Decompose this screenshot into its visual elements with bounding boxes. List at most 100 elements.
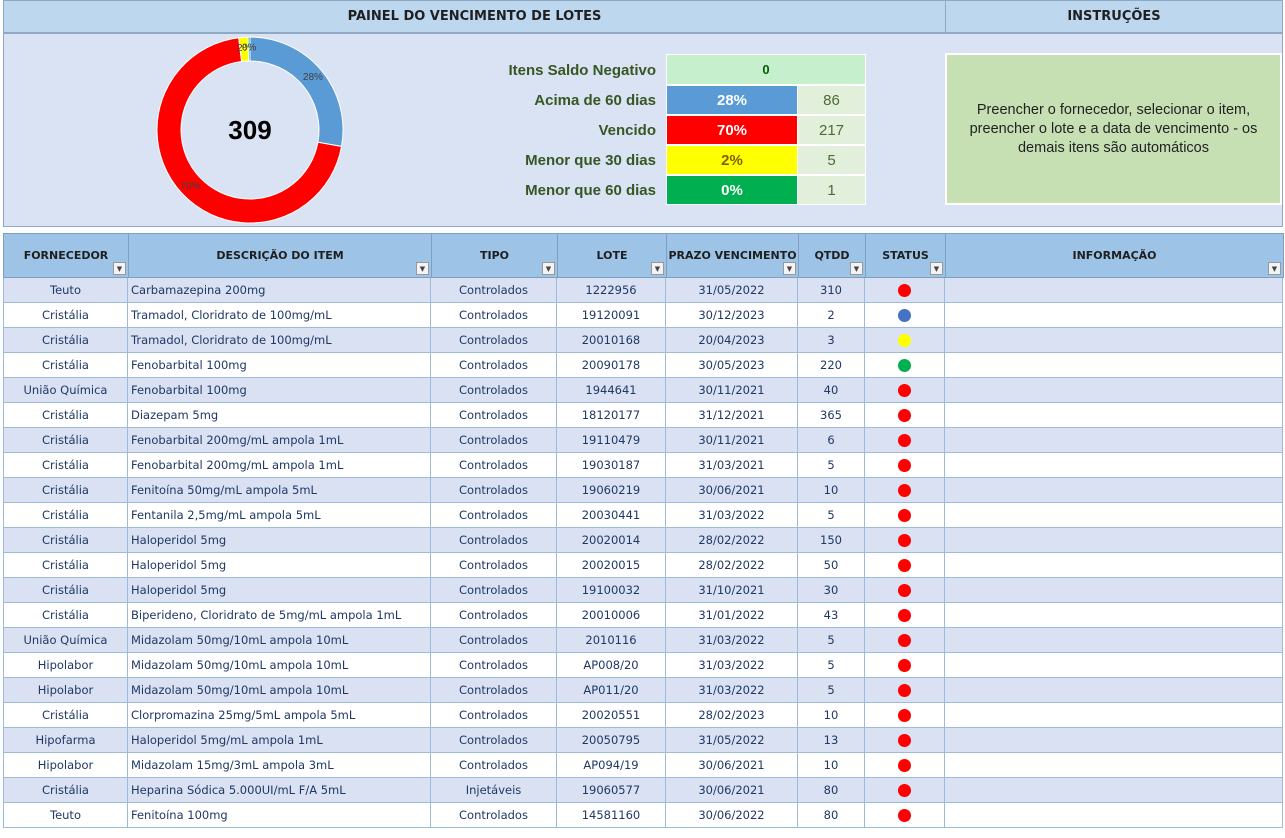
- table-cell: Cristália: [3, 453, 128, 478]
- summary-percent: 0%: [666, 175, 798, 205]
- table-cell: Cristália: [3, 353, 128, 378]
- table-cell: [945, 453, 1283, 478]
- table-cell: 20010168: [557, 328, 666, 353]
- slice-label: 2%: [237, 43, 252, 54]
- table-cell: AP011/20: [557, 678, 666, 703]
- donut-total: 309: [228, 115, 271, 145]
- table-cell: 5: [798, 453, 865, 478]
- table-cell: Tramadol, Cloridrato de 100mg/mL: [128, 303, 431, 328]
- summary-percent: 28%: [666, 85, 798, 115]
- table-cell: Cristália: [3, 403, 128, 428]
- summary-label: Itens Saldo Negativo: [508, 61, 656, 79]
- table-cell: Cristália: [3, 328, 128, 353]
- summary-label: Acima de 60 dias: [534, 91, 656, 109]
- table-cell: Controlados: [431, 303, 557, 328]
- status-dot: [898, 333, 911, 347]
- status-dot: [898, 308, 911, 322]
- filter-button[interactable]: ▼: [783, 262, 796, 275]
- table-cell: Midazolam 50mg/10mL ampola 10mL: [128, 678, 431, 703]
- table-cell: [865, 403, 945, 428]
- filter-button[interactable]: ▼: [113, 262, 126, 275]
- table-cell: União Química: [3, 378, 128, 403]
- summary-count: 217: [797, 115, 866, 145]
- donut-slice: [247, 36, 251, 62]
- table-cell: Cristália: [3, 303, 128, 328]
- table-cell: [945, 603, 1283, 628]
- table-cell: [945, 703, 1283, 728]
- table-cell: [865, 803, 945, 828]
- summary-percent: 70%: [666, 115, 798, 145]
- table-cell: [945, 578, 1283, 603]
- table-cell: [865, 278, 945, 303]
- column-header: TIPO ▼: [431, 233, 558, 278]
- table-cell: Midazolam 50mg/10mL ampola 10mL: [128, 653, 431, 678]
- status-dot: [898, 783, 911, 797]
- table-cell: [865, 678, 945, 703]
- table-cell: [945, 353, 1283, 378]
- table-cell: [865, 778, 945, 803]
- table-cell: 31/03/2022: [666, 678, 798, 703]
- status-dot: [898, 633, 911, 647]
- table-cell: [945, 778, 1283, 803]
- table-cell: 30/06/2021: [666, 478, 798, 503]
- table-cell: 30/06/2021: [666, 778, 798, 803]
- table-cell: [865, 478, 945, 503]
- table-cell: Fenobarbital 200mg/mL ampola 1mL: [128, 428, 431, 453]
- table-cell: Controlados: [431, 653, 557, 678]
- table-cell: 310: [798, 278, 865, 303]
- table-cell: Cristália: [3, 703, 128, 728]
- table-cell: 80: [798, 803, 865, 828]
- table-cell: [945, 528, 1283, 553]
- filter-button[interactable]: ▼: [850, 262, 863, 275]
- status-dot: [898, 358, 911, 372]
- table-cell: 80: [798, 778, 865, 803]
- table-cell: Controlados: [431, 528, 557, 553]
- summary-count: 5: [797, 145, 866, 175]
- filter-button[interactable]: ▼: [416, 262, 429, 275]
- table-cell: 18120177: [557, 403, 666, 428]
- table-cell: 31/03/2022: [666, 628, 798, 653]
- table-cell: 19120091: [557, 303, 666, 328]
- table-cell: [945, 278, 1283, 303]
- table-cell: Midazolam 50mg/10mL ampola 10mL: [128, 628, 431, 653]
- table-cell: 20020551: [557, 703, 666, 728]
- table-cell: [945, 428, 1283, 453]
- table-cell: [865, 528, 945, 553]
- table-cell: [865, 653, 945, 678]
- table-cell: [945, 478, 1283, 503]
- filter-button[interactable]: ▼: [930, 262, 943, 275]
- column-header: DESCRIÇÃO DO ITEM ▼: [128, 233, 432, 278]
- filter-button[interactable]: ▼: [1268, 262, 1281, 275]
- table-cell: 20050795: [557, 728, 666, 753]
- table-cell: 28/02/2022: [666, 553, 798, 578]
- table-cell: [865, 303, 945, 328]
- slice-label: 0%: [242, 43, 257, 54]
- table-cell: Diazepam 5mg: [128, 403, 431, 428]
- table-cell: 31/12/2021: [666, 403, 798, 428]
- table-cell: 1222956: [557, 278, 666, 303]
- status-dot: [898, 458, 911, 472]
- table-cell: Controlados: [431, 353, 557, 378]
- table-cell: 5: [798, 678, 865, 703]
- table-cell: Hipolabor: [3, 678, 128, 703]
- table-cell: 19110479: [557, 428, 666, 453]
- filter-button[interactable]: ▼: [542, 262, 555, 275]
- status-dot: [898, 683, 911, 697]
- table-cell: Controlados: [431, 503, 557, 528]
- filter-button[interactable]: ▼: [651, 262, 664, 275]
- table-cell: Fentanila 2,5mg/mL ampola 5mL: [128, 503, 431, 528]
- table-cell: [945, 753, 1283, 778]
- table-cell: [945, 403, 1283, 428]
- table-cell: 20020015: [557, 553, 666, 578]
- table-cell: Hipolabor: [3, 753, 128, 778]
- table-cell: 1944641: [557, 378, 666, 403]
- table-cell: Cristália: [3, 578, 128, 603]
- column-header: LOTE ▼: [557, 233, 667, 278]
- table-cell: 30/12/2023: [666, 303, 798, 328]
- table-cell: 2010116: [557, 628, 666, 653]
- table-cell: Hipolabor: [3, 653, 128, 678]
- table-cell: [865, 628, 945, 653]
- table-cell: [945, 653, 1283, 678]
- table-cell: Fenitoína 100mg: [128, 803, 431, 828]
